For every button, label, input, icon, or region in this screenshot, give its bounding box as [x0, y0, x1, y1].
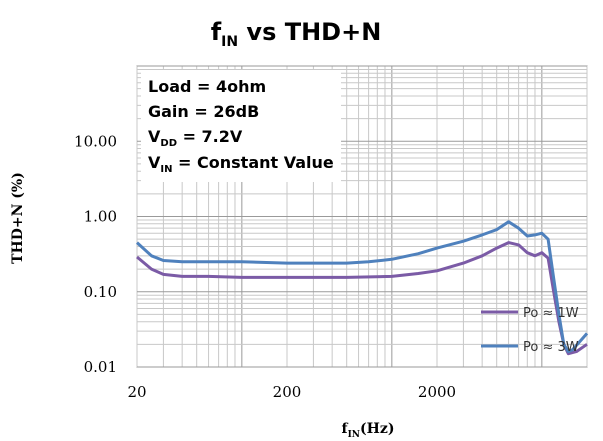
y-tick-label: 10.00: [74, 132, 117, 150]
x-tick-label: 200: [273, 383, 302, 401]
annotation-load: Load = 4ohm: [148, 77, 266, 96]
y-tick-label: 1.00: [84, 208, 117, 226]
y-tick-labels: 10.00 1.00 0.10 0.01: [74, 132, 117, 376]
chart-title: fIN vs THD+N: [211, 18, 382, 50]
x-tick-label: 20: [127, 383, 146, 401]
annotation-gain: Gain = 26dB: [148, 102, 259, 121]
annotation-vin: VIN = Constant Value: [148, 153, 334, 175]
annotation-vdd: VDD = 7.2V: [148, 127, 243, 149]
series-line-2: [135, 220, 589, 354]
legend-label: Po ≈ 1W: [523, 306, 579, 321]
x-tick-label: 2000: [418, 383, 456, 401]
y-axis-label: THD+N (%): [10, 172, 26, 264]
annotation-block: Load = 4ohm Gain = 26dB VDD = 7.2V VIN =…: [141, 70, 341, 182]
annotation-background: [141, 70, 341, 182]
legend-label: Po ≈ 3W: [523, 340, 579, 355]
y-tick-label: 0.10: [84, 283, 117, 301]
series-group: [135, 220, 589, 356]
y-tick-label: 0.01: [84, 358, 117, 376]
legend: Po ≈ 1W Po ≈ 3W: [481, 306, 579, 355]
x-axis-label: fIN(Hz): [342, 421, 395, 440]
x-tick-labels: 20 200 2000: [127, 383, 456, 401]
